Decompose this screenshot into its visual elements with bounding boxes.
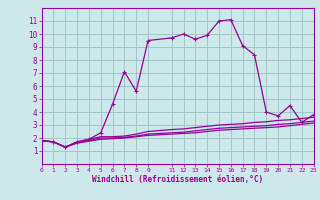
X-axis label: Windchill (Refroidissement éolien,°C): Windchill (Refroidissement éolien,°C) (92, 175, 263, 184)
